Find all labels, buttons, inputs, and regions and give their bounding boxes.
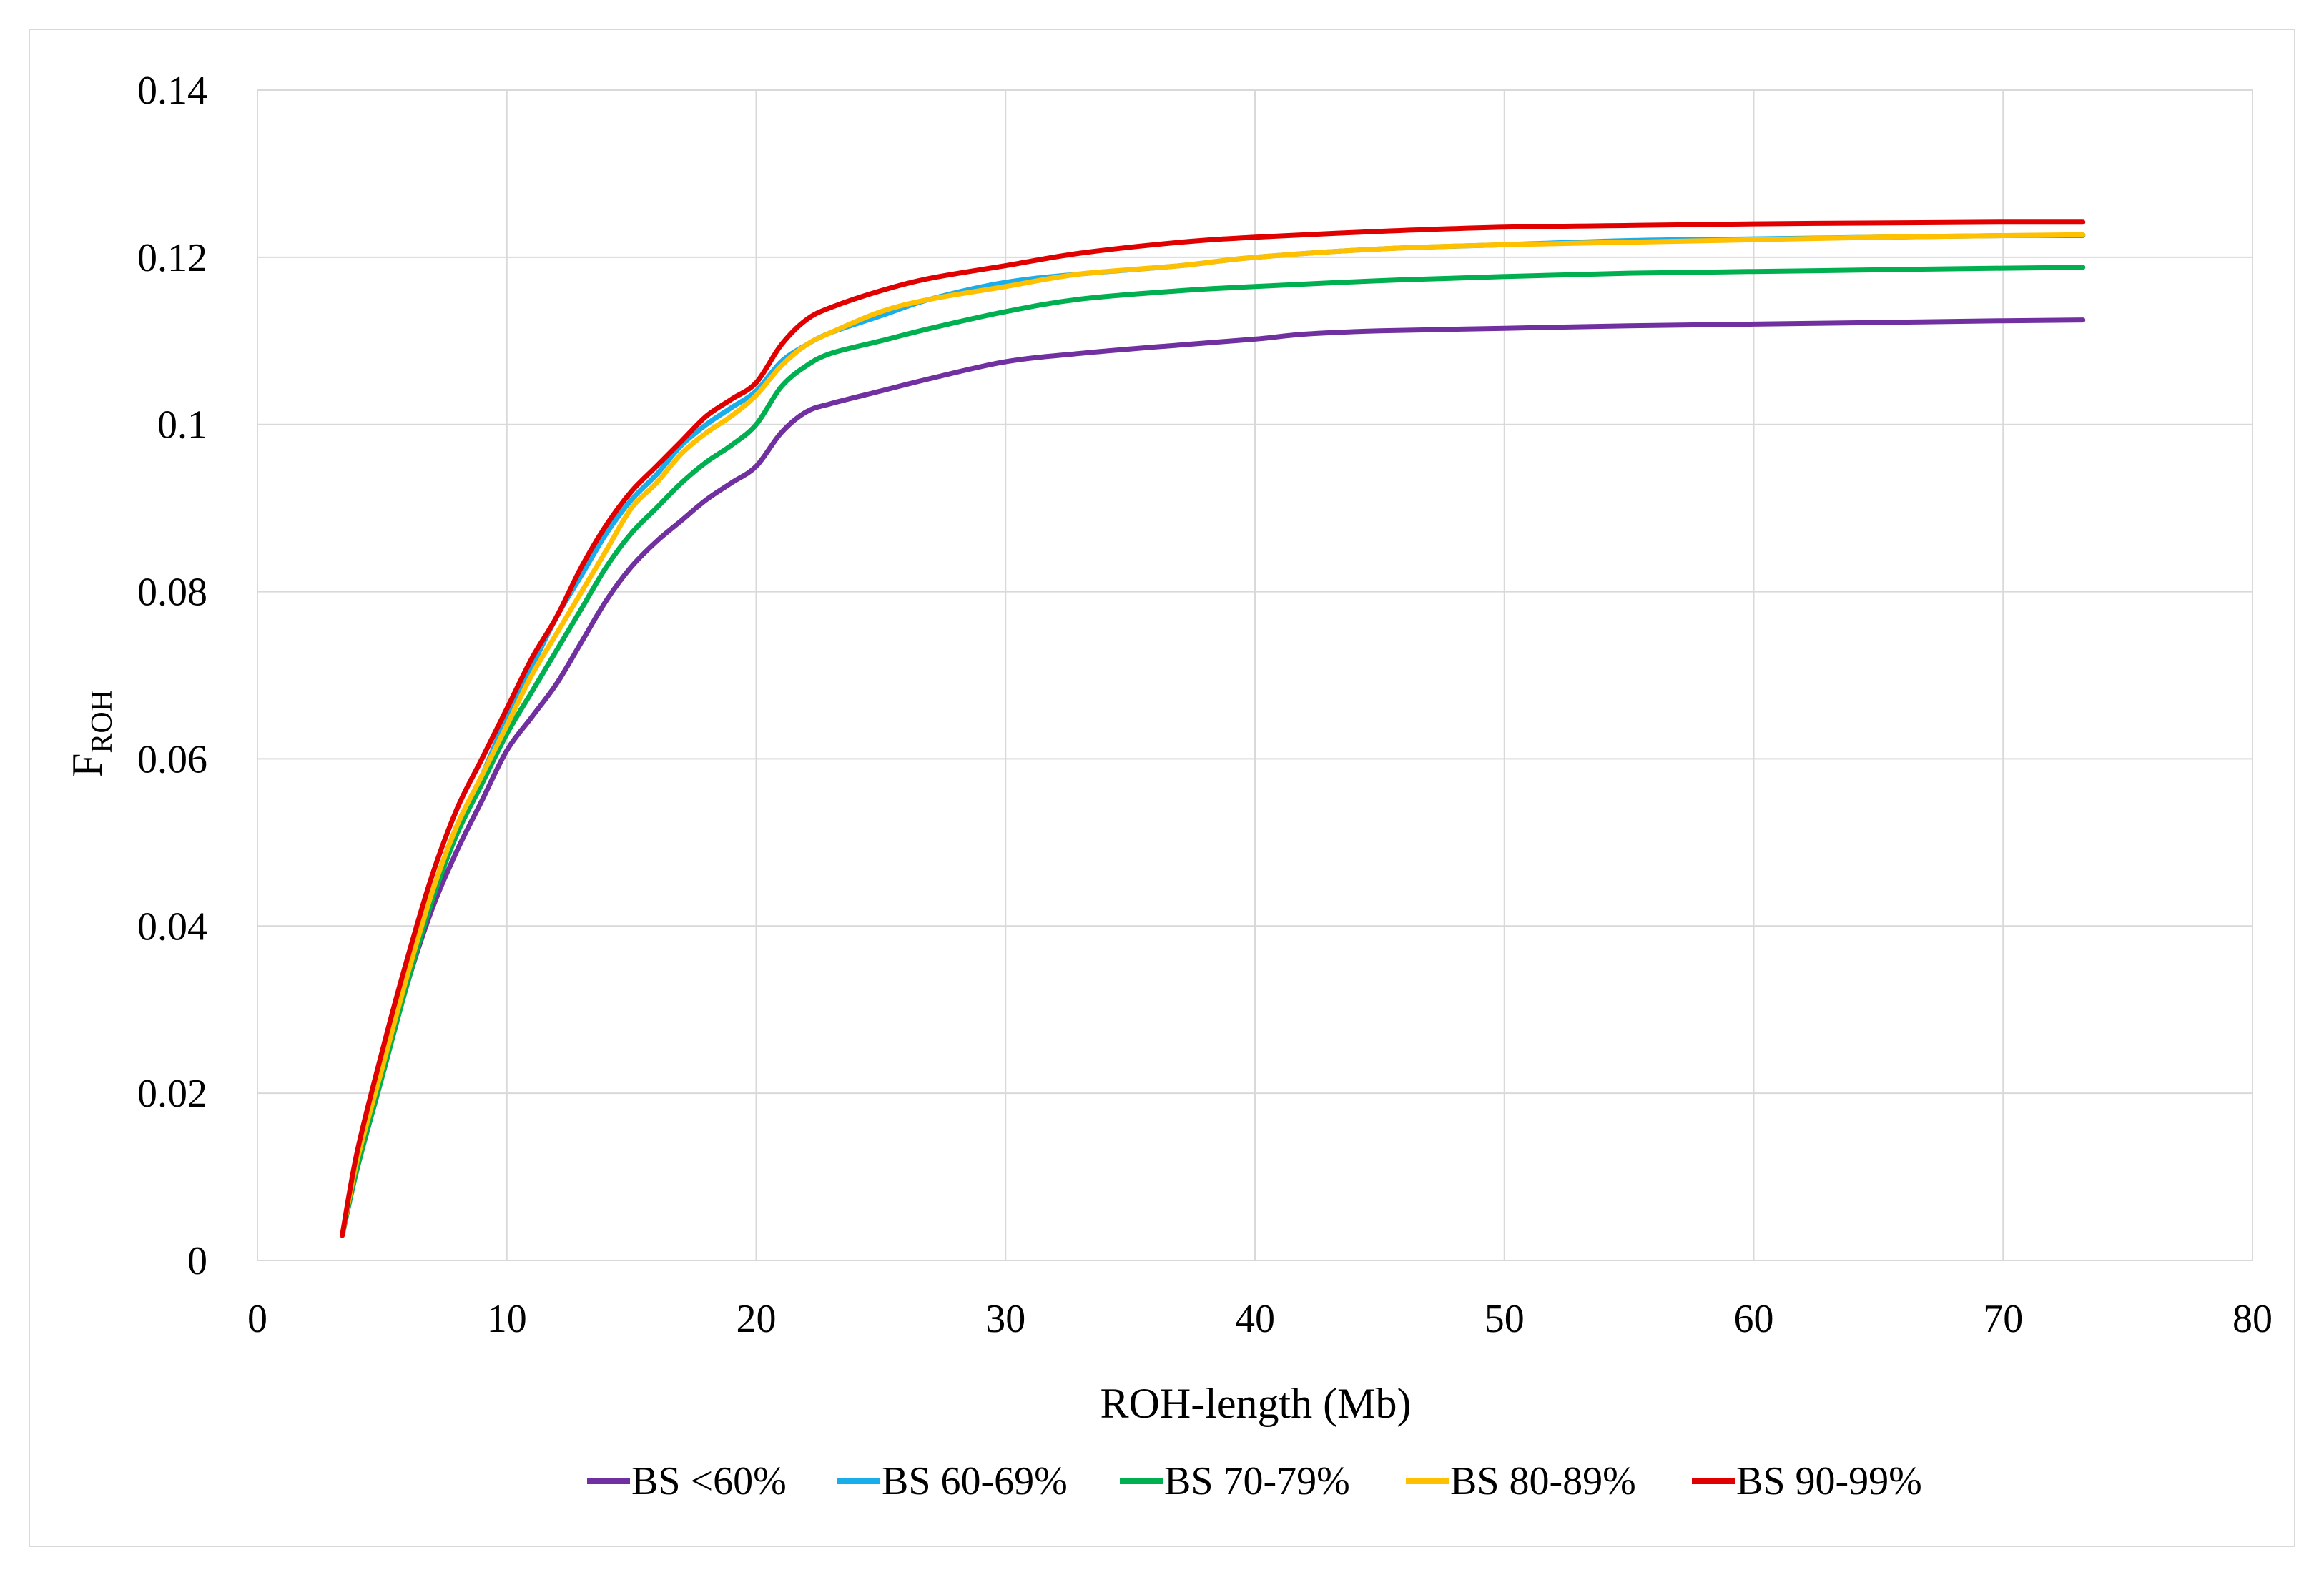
y-tick-label: 0 bbox=[187, 1239, 207, 1283]
plot-area-border bbox=[257, 89, 2253, 1261]
y-axis-label-sub: ROH bbox=[86, 690, 119, 754]
x-tick-label: 80 bbox=[2232, 1297, 2273, 1341]
svg-text:FROH: FROH bbox=[64, 690, 119, 777]
y-tick-label: 0.04 bbox=[137, 904, 207, 949]
x-tick-label: 30 bbox=[985, 1297, 1025, 1341]
grid bbox=[257, 89, 2253, 1261]
y-tick-label: 0.08 bbox=[137, 571, 207, 615]
y-tick-label: 0.12 bbox=[137, 236, 207, 280]
y-tick-label: 0.06 bbox=[137, 737, 207, 781]
legend-label: BS 60-69% bbox=[882, 1459, 1068, 1504]
x-tick-label: 40 bbox=[1235, 1297, 1275, 1341]
series-line-bs-80-89 bbox=[340, 232, 2086, 1238]
legend-label: BS <60% bbox=[631, 1459, 787, 1504]
legend-item-bs-80-89: BS 80-89% bbox=[1406, 1459, 1636, 1504]
series-line-bs-60 bbox=[340, 317, 2086, 1238]
x-tick-label: 0 bbox=[247, 1297, 267, 1341]
x-tick-label: 70 bbox=[1983, 1297, 2023, 1341]
legend: BS <60% BS 60-69% BS 70-79% BS 80-89% BS 90-… bbox=[587, 1459, 1922, 1504]
y-axis-label-main: F bbox=[64, 754, 111, 777]
x-tick-label: 50 bbox=[1484, 1297, 1525, 1341]
series-line-bs-60-69 bbox=[340, 232, 2086, 1238]
legend-label: BS 70-79% bbox=[1164, 1459, 1350, 1504]
y-axis-label: FROH bbox=[64, 690, 119, 777]
plot-border bbox=[257, 89, 2253, 1261]
chart-frame bbox=[29, 29, 2295, 1547]
series-line-bs-70-79 bbox=[340, 265, 2086, 1238]
y-tick-labels: 0 0.02 0.04 0.06 0.08 0.1 0.12 0.14 bbox=[137, 69, 207, 1283]
y-tick-label: 0.14 bbox=[137, 69, 207, 113]
legend-label: BS 90-99% bbox=[1736, 1459, 1922, 1504]
x-tick-label: 60 bbox=[1734, 1297, 1774, 1341]
y-tick-label: 0.02 bbox=[137, 1072, 207, 1116]
x-tick-label: 10 bbox=[487, 1297, 527, 1341]
series-line-bs-90-99 bbox=[340, 219, 2086, 1238]
x-axis-label: ROH-length (Mb) bbox=[1101, 1380, 1412, 1427]
y-tick-label: 0.1 bbox=[157, 403, 207, 448]
x-tick-label: 20 bbox=[737, 1297, 777, 1341]
series-lines bbox=[340, 219, 2086, 1238]
legend-label: BS 80-89% bbox=[1450, 1459, 1636, 1504]
legend-item-bs-70-79: BS 70-79% bbox=[1120, 1459, 1350, 1504]
x-tick-labels: 0 10 20 30 40 50 60 70 80 bbox=[247, 1297, 2273, 1341]
legend-item-bs-60: BS <60% bbox=[587, 1459, 787, 1504]
legend-item-bs-60-69: BS 60-69% bbox=[837, 1459, 1068, 1504]
legend-item-bs-90-99: BS 90-99% bbox=[1692, 1459, 1922, 1504]
